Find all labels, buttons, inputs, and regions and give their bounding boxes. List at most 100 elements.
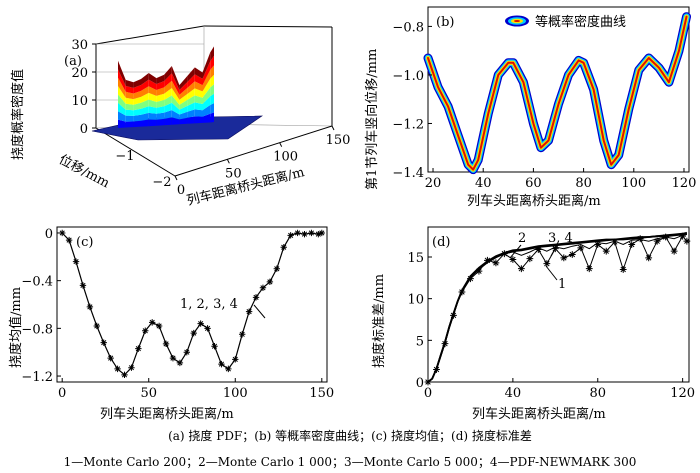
panel-d-series-1-point: [670, 247, 678, 255]
panel-c-y-tick-label: −1.2: [21, 370, 53, 385]
panel-c-x-axis-title: 列车头距离桥头距离/m: [100, 406, 234, 422]
panel-a-surface-strip: [148, 106, 157, 114]
panel-a-z-axis-title: 挠度概率密度值: [10, 69, 26, 160]
panel-a-z-tick-label: 0: [80, 122, 88, 137]
panel-a-surface-strip: [133, 120, 141, 128]
panel-c-annotation-leader: [253, 304, 266, 319]
panel-c-point: [190, 329, 197, 337]
panel-a-surface-strip: [164, 80, 172, 94]
panel-d-series-4-line: [427, 231, 688, 383]
panel-a-surface-strip: [164, 95, 172, 107]
panel-b-y-tick-label: −1.0: [392, 69, 424, 84]
panel-a-surface-strip: [202, 78, 211, 98]
panel-c-point: [238, 331, 246, 338]
panel-a-surface-strip: [148, 86, 157, 96]
panel-a-surface-strip: [133, 114, 141, 122]
panel-c-point: [114, 365, 121, 373]
panel-c-point: [280, 244, 287, 251]
panel-a-surface-strip: [118, 119, 126, 128]
panel-b-x-tick-label: 80: [575, 176, 592, 191]
panel-a-x-tick-label: 150: [326, 133, 351, 148]
panel-a-z-tick-label: 10: [71, 94, 88, 109]
panel-a-surface-strip: [171, 117, 180, 125]
panel-a-surface-strips: [91, 46, 264, 141]
panel-a-surface-strip: [118, 111, 126, 122]
panel-c-point: [232, 356, 239, 363]
panel-d-plot-area: [427, 226, 690, 383]
panel-a-surface-strip: [179, 106, 188, 115]
panel-c-x-tick-label: 0: [58, 386, 66, 401]
panel-a-surface-strip: [156, 93, 165, 102]
panel-a-surface-strip: [156, 87, 165, 96]
panel-b-plot-area: [427, 6, 690, 173]
panel-a-x-ticks: 0 50 100 150: [174, 125, 351, 198]
panel-a-surface-strip: [164, 117, 172, 126]
panel-a-surface-strip: [179, 76, 188, 90]
panel-a-surface-strip: [202, 52, 211, 79]
panel-a-surface-strip: [156, 112, 165, 120]
panel-a-surface-strip: [156, 118, 165, 126]
panel-d-y-tick-label: 5: [416, 334, 424, 349]
panel-c-x-tick-label: 100: [223, 386, 248, 401]
panel-b-legend-text: 等概率密度曲线: [535, 14, 626, 30]
panel-a-x-tick-mark: [226, 159, 230, 164]
panel-d-series-1-point: [568, 251, 576, 258]
panel-c-point: [211, 343, 218, 350]
panel-c-point: [155, 322, 163, 330]
panel-a-surface-strip: [210, 55, 214, 70]
panel-a-surface-strip: [125, 79, 134, 88]
panel-d-y-axis-title: 挠度标准差/mm: [371, 274, 387, 368]
panel-a-surface-strip: [141, 79, 149, 91]
panel-d-series-1-point: [653, 237, 661, 245]
panel-c-point: [318, 229, 326, 237]
panel-a-surface-strip: [194, 109, 203, 117]
panel-a-surface-strip: [171, 80, 180, 100]
panel-a-surface-strip: [125, 109, 134, 116]
panel-b-band-layer-3: [427, 15, 688, 171]
panel-a-x-tick-label: 0: [177, 183, 185, 198]
panel-b-x-tick-label: 60: [525, 176, 542, 191]
panel-d-label: (d): [432, 235, 450, 250]
panel-b-contour: 20 40 60 80 100 120 −0.8 −1.0 −1.2 −1.4 (b) 等概率密…: [364, 6, 696, 209]
panel-b-y-tick-label: −1.4: [392, 166, 424, 181]
panel-c-y-tick-label: −0.8: [21, 322, 53, 337]
panel-c-mean: 0 50 100 150 0 −0.4 −0.8 −1.2 (c) 1, 2, 3, 4 挠…: [8, 226, 334, 422]
panel-c-series: [58, 229, 326, 379]
panel-c-point: [142, 327, 149, 334]
panel-a-surface-strip: [133, 85, 141, 94]
panel-a-surface-strip: [210, 112, 214, 123]
panel-d-series-1-point: [577, 244, 585, 252]
panel-a-surface-strip: [187, 109, 195, 118]
panel-a-x-tick-label: 100: [273, 150, 298, 165]
panel-c-y-axis-title: 挠度均值/mm: [8, 287, 24, 368]
panel-a-surface-strip: [148, 73, 157, 84]
panel-d-series-1-point: [526, 255, 534, 263]
panel-a-surface-strip: [141, 86, 149, 97]
panel-b-y-tick-label: −1.2: [392, 117, 424, 132]
panel-c-point: [121, 371, 128, 379]
panel-a-surface-strip: [125, 115, 134, 122]
panel-a-surface-strip: [187, 116, 195, 124]
panel-a-surface-strip: [171, 66, 180, 90]
panel-d-series-1-point: [585, 265, 593, 273]
panel-c-x-ticks: 0 50 100 150: [58, 378, 334, 401]
panel-a-surface-strip: [179, 100, 188, 110]
panel-a-surface-strip: [125, 103, 134, 111]
panel-a-x-tick-mark: [174, 175, 178, 181]
panel-a-surface-strip: [133, 79, 141, 88]
panel-a-surface-strip: [210, 74, 214, 88]
panel-c-point: [273, 265, 281, 272]
panel-c-point: [86, 303, 94, 311]
panel-a-y-ticks: −2 −1: [115, 149, 171, 190]
panel-a-surface-strip: [187, 102, 195, 112]
panel-d-series-1-point: [509, 256, 517, 263]
panel-c-y-tick-label: 0: [45, 227, 53, 242]
panel-d-series-1-point: [517, 265, 525, 273]
panel-b-x-axis-title: 列车头距离桥头距离/m: [467, 193, 601, 209]
panel-d-leader-34: [550, 244, 558, 257]
panel-b-legend-swatch-core: [514, 20, 520, 22]
panel-a-surface-strip: [133, 90, 141, 100]
panel-a-surface-strip: [156, 81, 165, 90]
panel-b-probability-band: [423, 12, 691, 175]
panel-a-surface-strip: [171, 73, 180, 95]
